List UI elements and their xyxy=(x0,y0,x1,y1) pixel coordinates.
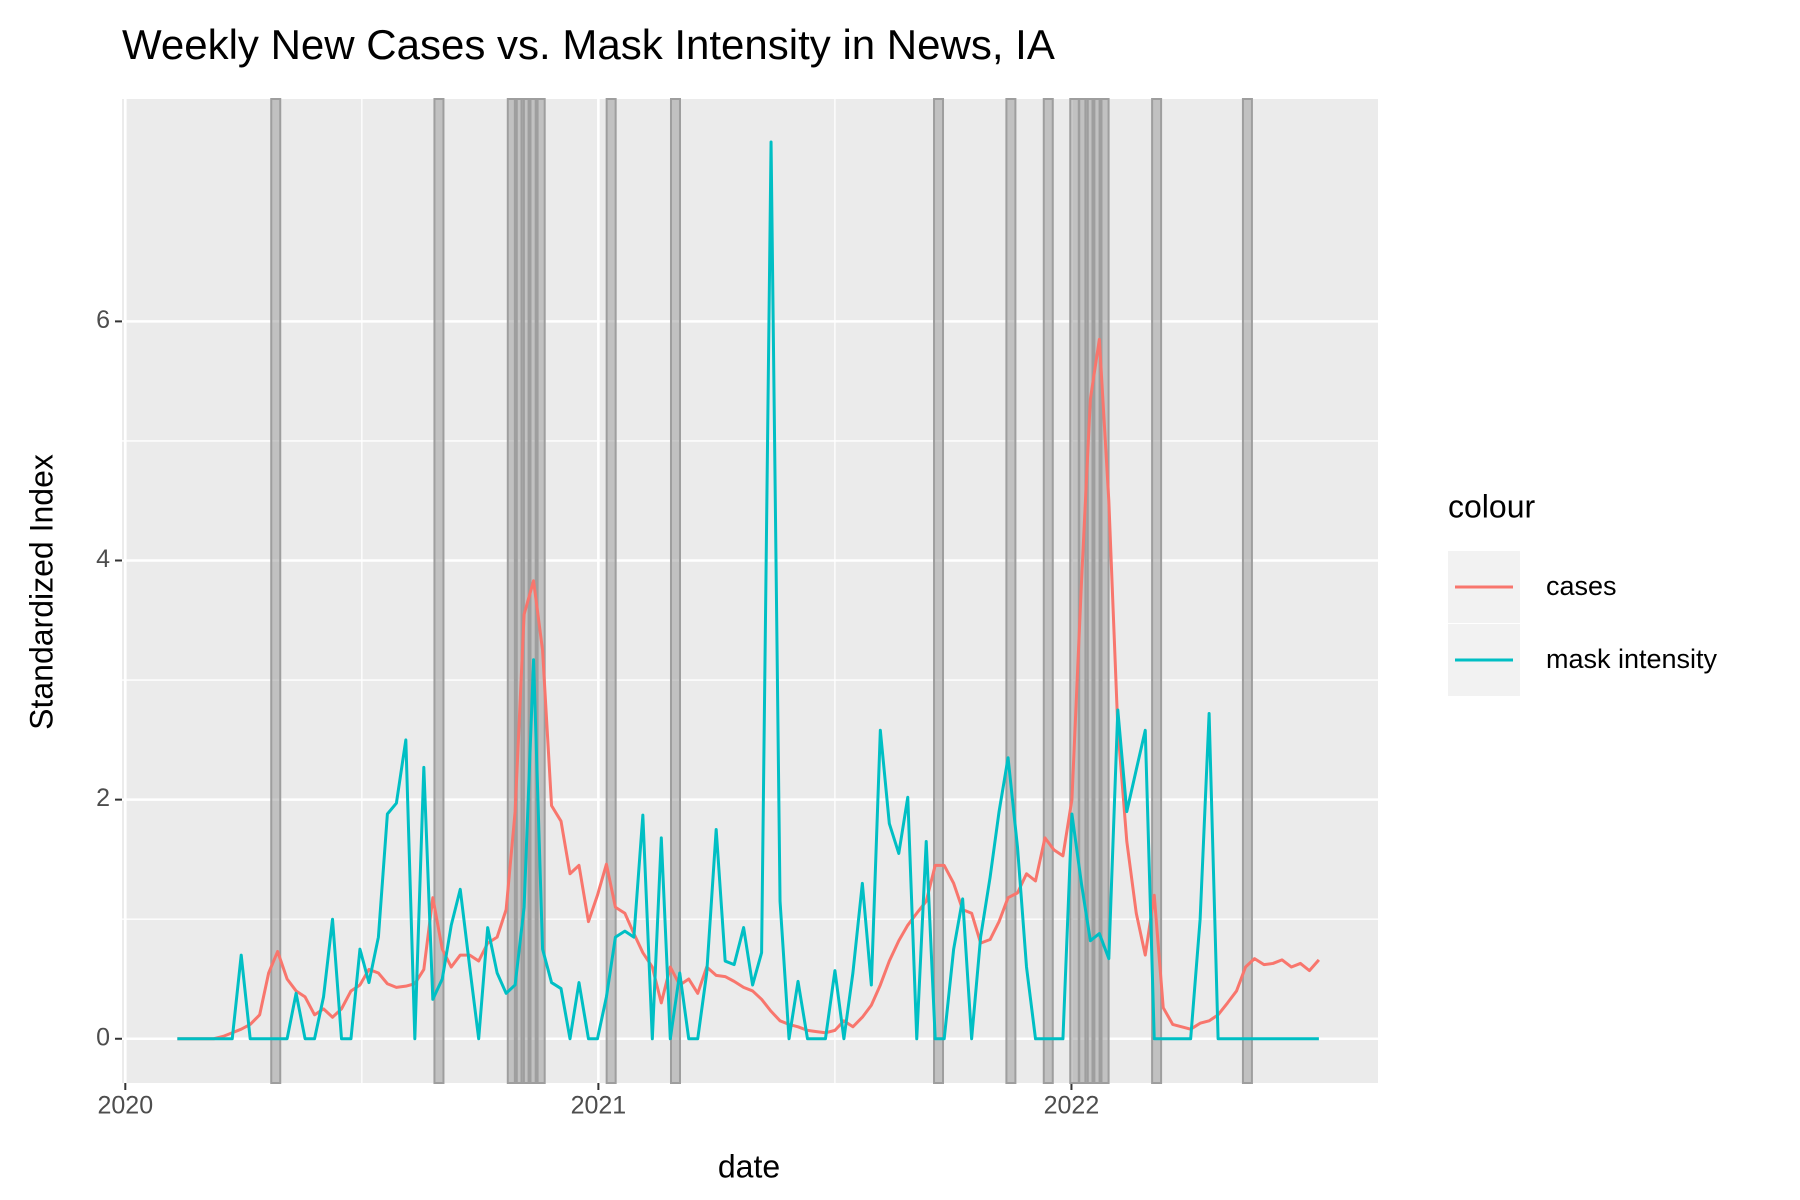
y-axis-title: Standardized Index xyxy=(23,454,59,730)
y-tick-label: 2 xyxy=(96,784,110,812)
highlight-band xyxy=(270,98,282,1084)
legend-label: mask intensity xyxy=(1546,644,1718,674)
x-tick-label: 2021 xyxy=(571,1092,627,1120)
highlight-band xyxy=(669,98,681,1084)
highlight-band xyxy=(1005,98,1017,1084)
highlight-band xyxy=(1042,98,1054,1084)
x-axis-title: date xyxy=(718,1148,780,1184)
y-tick-label: 6 xyxy=(96,306,110,334)
y-tick-label: 4 xyxy=(96,545,110,573)
highlight-band xyxy=(1098,98,1110,1084)
x-tick-label: 2022 xyxy=(1044,1092,1100,1120)
x-tick-label: 2020 xyxy=(97,1092,153,1120)
highlight-band xyxy=(605,98,617,1084)
legend-title: colour xyxy=(1448,488,1536,524)
line-series xyxy=(177,140,1319,1041)
plot-panel xyxy=(122,99,1378,1083)
highlight-band xyxy=(1241,98,1253,1084)
highlight-band xyxy=(1151,98,1163,1084)
highlight-band xyxy=(933,98,945,1084)
highlight-band xyxy=(433,98,445,1084)
y-tick-label: 0 xyxy=(96,1023,110,1051)
chart-title: Weekly New Cases vs. Mask Intensity in N… xyxy=(122,21,1055,68)
legend-label: cases xyxy=(1546,571,1617,601)
